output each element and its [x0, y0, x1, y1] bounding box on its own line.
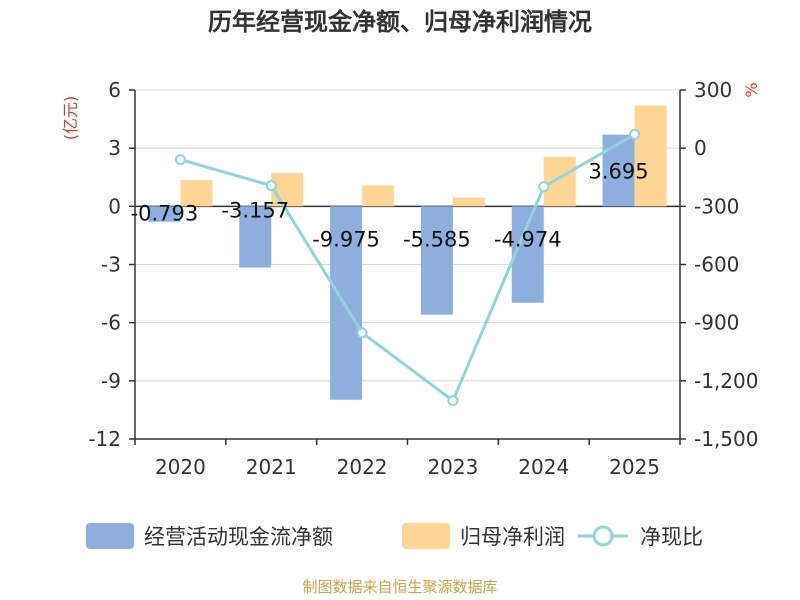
axes [129, 89, 686, 445]
right-tick-label: 300 [694, 78, 732, 102]
x-tick-label: 2020 [155, 455, 206, 479]
legend-label-cashflow: 经营活动现金流净额 [144, 525, 333, 549]
legend: 经营活动现金流净额 归母净利润 净现比 [86, 523, 703, 549]
left-axis-unit: (亿元) [61, 96, 80, 141]
ratio-point [447, 395, 459, 407]
ratio-point [356, 327, 368, 339]
cashflow-bar [420, 206, 453, 315]
cashflow-data-label: -5.585 [403, 227, 471, 251]
legend-swatch-profit [402, 523, 450, 549]
left-tick-label: 0 [108, 194, 121, 218]
profit-bar [452, 197, 485, 207]
legend-label-ratio: 净现比 [640, 525, 703, 549]
x-tick-label: 2023 [427, 455, 478, 479]
profit-bar [634, 105, 667, 207]
legend-label-profit: 归母净利润 [460, 525, 565, 549]
right-axis-unit: % [742, 82, 761, 97]
left-tick-label: -3 [101, 253, 121, 277]
right-tick-label: -600 [694, 253, 739, 277]
cashflow-data-label: -3.157 [221, 199, 289, 223]
source-note: 制图数据来自恒生聚源数据库 [302, 578, 497, 596]
left-tick-label: 3 [108, 136, 121, 160]
right-tick-label: -900 [694, 311, 739, 335]
ratio-point [174, 154, 186, 166]
ratio-point [265, 180, 277, 192]
x-tick-label: 2021 [246, 455, 297, 479]
right-tick-label: -300 [694, 194, 739, 218]
chart-title: 历年经营现金净额、归母净利润情况 [208, 8, 592, 36]
legend-marker-ratio [592, 525, 614, 547]
cashflow-data-label: -9.975 [312, 227, 380, 251]
cashflow-bar [602, 134, 635, 207]
cashflow-data-label: -0.793 [131, 201, 199, 225]
tick-labels: 6 3 0 -3 -6 -9 -12 300 0 -300 -600 -900 -1,200 -1,500… [88, 78, 758, 479]
profit-bar [543, 156, 576, 207]
legend-swatch-cashflow [86, 523, 134, 549]
cashflow-bar [239, 206, 272, 268]
left-tick-label: -12 [88, 427, 121, 451]
ratio-point [629, 128, 641, 140]
right-tick-label: -1,200 [694, 369, 758, 393]
cashflow-data-label: 3.695 [589, 160, 649, 184]
left-tick-label: -9 [101, 369, 121, 393]
line-series [174, 128, 641, 407]
cashflow-bar [330, 206, 363, 400]
left-tick-label: 6 [108, 78, 121, 102]
cashflow-data-label: -4.974 [494, 227, 562, 251]
profit-bar [271, 172, 304, 207]
ratio-point [538, 181, 550, 193]
profit-bar [362, 185, 395, 207]
x-tick-label: 2025 [609, 455, 660, 479]
profit-bar [180, 180, 213, 207]
data-labels: -0.793 -3.157 -9.975 -5.585 -4.974 3.695 [131, 160, 649, 252]
ratio-line [180, 133, 636, 403]
x-tick-label: 2022 [337, 455, 388, 479]
bar-series [148, 105, 667, 400]
left-tick-label: -6 [101, 311, 121, 335]
x-tick-label: 2024 [518, 455, 569, 479]
cashflow-bar [148, 206, 181, 222]
right-tick-label: 0 [694, 136, 707, 160]
gridlines [135, 89, 680, 440]
right-tick-label: -1,500 [694, 427, 758, 451]
